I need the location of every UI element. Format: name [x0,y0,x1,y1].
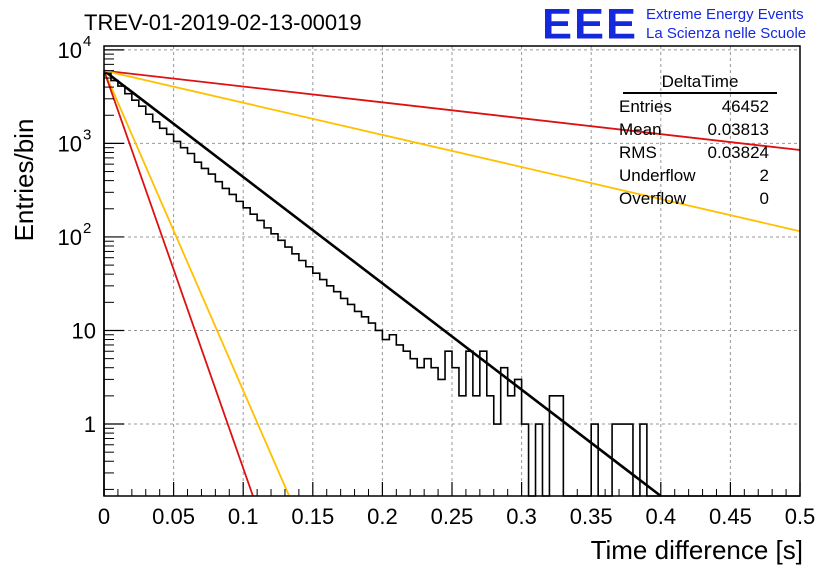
logo-mark: EEE [542,0,639,48]
curve-lower-yellow [103,70,290,497]
stats-row: RMS 0.03824 [611,141,777,164]
x-tick-label: 0.2 [367,504,398,529]
y-tick-label: 1 [84,412,96,437]
x-tick-label: 0.35 [570,504,613,529]
x-tick-labels: 0 0.05 0.1 0.15 0.2 0.25 0.3 0.35 0.4 0.45 0.5 [98,504,815,529]
x-axis-label: Time difference [s] [591,535,803,565]
stats-label: Entries [619,97,672,116]
y-tick-exponent: 2 [83,220,91,237]
stats-row: Entries 46452 [611,95,777,118]
ticks [103,49,801,496]
x-tick-label: 0.1 [228,504,259,529]
logo-line2: La Scienza nelle Scuole [646,25,807,42]
y-tick-label: 10 [58,38,82,63]
stats-row: Overflow 0 [611,187,777,210]
curve-fit [103,69,662,498]
curve-lower-red [103,70,254,497]
stats-title: DeltaTime [623,72,777,94]
x-tick-label: 0.5 [785,504,816,529]
stats-value: 0.03813 [707,120,769,139]
stats-label: Mean [619,120,662,139]
y-tick-label: 10 [58,131,82,156]
logo-line1: Extreme Energy Events [646,6,804,23]
curve-upper-yellow [103,69,801,233]
histogram-steps [103,72,800,497]
y-tick-exponent: 3 [83,126,91,143]
chart-title: TREV-01-2019-02-13-00019 [84,10,362,35]
stats-box: DeltaTime Entries 46452 Mean 0.03813 RMS… [611,72,777,210]
x-tick-label: 0.25 [431,504,474,529]
x-tick-label: 0.45 [709,504,752,529]
stats-label: RMS [619,143,657,162]
x-tick-label: 0.3 [506,504,537,529]
stats-value: 46452 [721,97,769,116]
y-tick-exponent: 4 [83,33,91,50]
stats-value: 0 [759,189,769,208]
x-tick-label: 0.15 [291,504,334,529]
stats-row: Mean 0.03813 [611,118,777,141]
stats-label: Overflow [619,189,687,208]
grid [104,46,800,496]
x-tick-label: 0 [98,504,110,529]
x-tick-label: 0.05 [152,504,195,529]
curve-upper-red [103,69,801,151]
y-axis-label: Entries/bin [9,119,39,242]
stats-label: Underflow [619,166,696,185]
stats-value: 2 [759,166,769,185]
logo-text: Extreme Energy Events La Scienza nelle S… [646,5,806,43]
curves [103,69,801,498]
histogram [103,72,800,497]
y-tick-label: 10 [72,318,96,343]
stats-row: Underflow 2 [611,164,777,187]
x-tick-label: 0.4 [646,504,677,529]
eee-logo: EEE Extreme Energy Events La Scienza nel… [542,2,806,46]
y-tick-label: 10 [58,225,82,250]
stats-value: 0.03824 [707,143,769,162]
